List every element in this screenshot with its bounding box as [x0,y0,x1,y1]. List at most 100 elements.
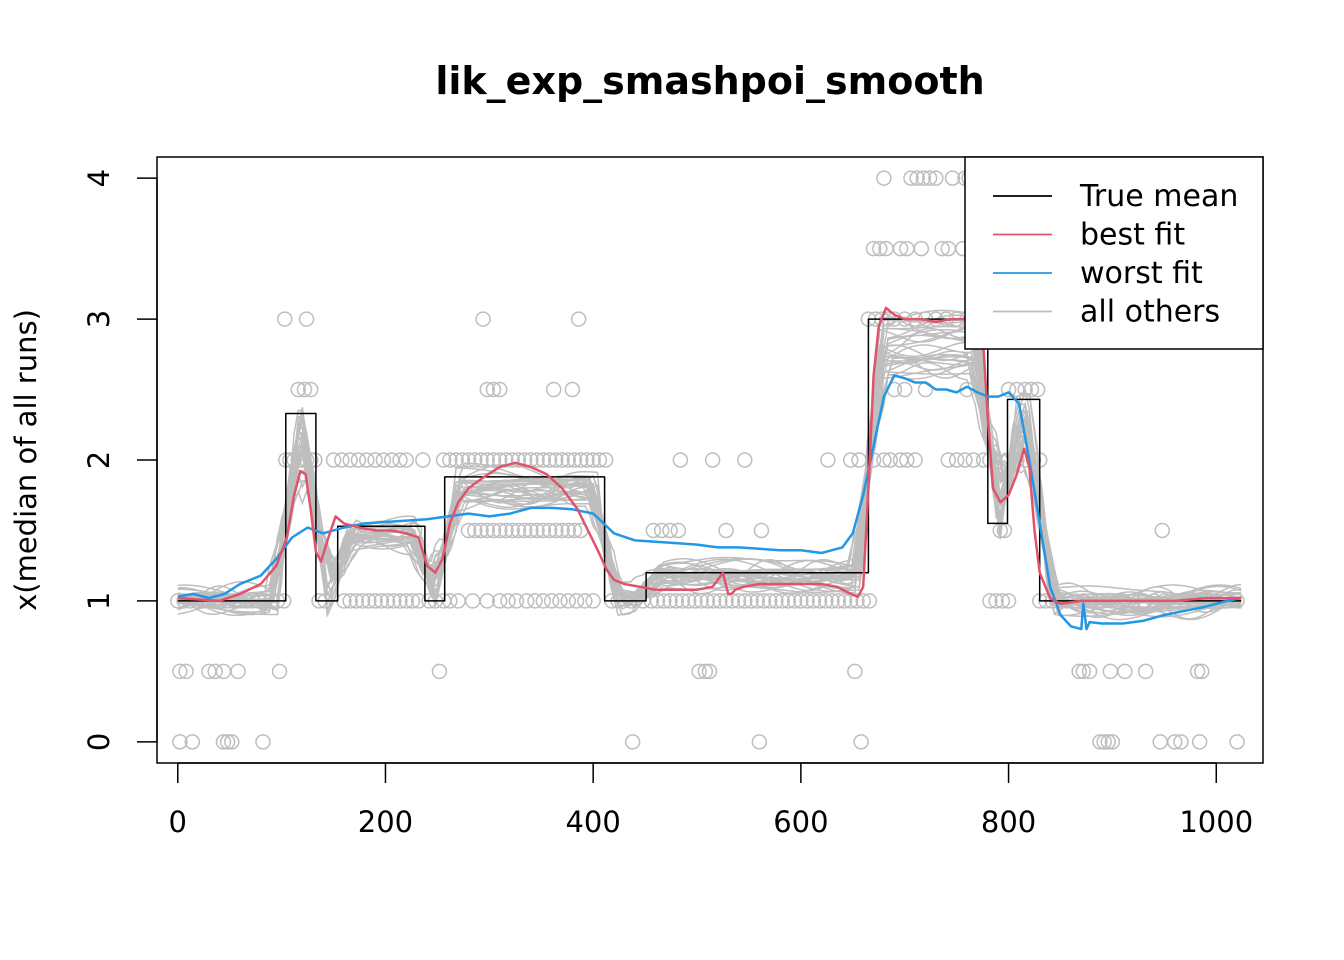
data-point [1000,593,1017,609]
data-point [1000,381,1017,398]
data-point [799,593,815,609]
data-point [1075,663,1092,680]
data-point [361,593,377,609]
y-tick-label: 3 [82,310,116,328]
data-point [1071,663,1087,680]
series-other-run [177,321,1242,618]
data-point [392,452,408,468]
data-point [662,522,678,539]
data-point [479,381,495,398]
data-point [597,452,614,468]
y-tick-label: 1 [82,592,116,610]
data-point [290,381,306,398]
data-point [737,452,753,468]
series-other-run [177,312,1242,617]
data-point [780,593,797,609]
data-point [921,170,938,186]
x-tick-label: 1000 [1179,805,1253,839]
data-point [529,522,545,539]
data-point [805,593,822,609]
data-point [554,522,570,539]
data-point [535,522,552,539]
series-line [177,306,1242,605]
data-point [373,593,390,609]
data-point [178,663,194,680]
data-point [701,663,718,680]
data-point [548,522,564,539]
data-point [554,452,570,468]
data-point [940,240,957,257]
data-point [255,734,271,750]
data-point [1102,663,1119,680]
data-point [442,452,458,468]
data-point [367,452,383,468]
data-point [367,593,383,609]
data-point [523,522,539,539]
data-point [296,381,313,398]
x-tick-label: 400 [565,805,620,839]
data-point [518,593,535,609]
legend-label: worst fit [1080,256,1203,291]
data-point [219,734,236,750]
data-point [415,452,431,468]
x-tick-label: 800 [981,805,1036,839]
data-point [899,452,915,468]
data-point [579,452,595,468]
data-point [811,593,828,609]
data-point [656,593,672,609]
x-axis: 0 200 400 600 800 1000 [169,762,1253,839]
data-point [541,522,558,539]
data-point [548,452,564,468]
data-point [1100,734,1117,750]
x-tick-label: 600 [773,805,828,839]
data-point [847,663,863,680]
data-point [398,452,414,468]
data-point [591,452,608,468]
data-point [851,452,867,468]
data-point [988,593,1004,609]
data-point [872,240,888,257]
data-point [359,452,375,468]
data-point [535,452,552,468]
data-point [473,452,489,468]
data-point [392,593,408,609]
data-point [645,522,662,539]
data-point [718,522,734,539]
data-point [743,593,759,609]
data-point [903,170,919,186]
data-point [585,593,601,609]
data-point [994,593,1011,609]
data-point [674,593,691,609]
data-point [375,452,392,468]
data-point [541,452,558,468]
y-tick-label: 0 [82,733,116,751]
legend-label: all others [1080,295,1220,330]
data-point [448,452,464,468]
data-point [325,452,342,468]
data-point [793,593,809,609]
data-point [342,452,358,468]
data-point [560,522,576,539]
data-point [892,240,909,257]
data-point [944,170,961,186]
data-point [302,381,319,398]
data-point [882,452,898,468]
data-point [464,593,481,609]
data-point [577,593,593,609]
data-point [653,522,670,539]
data-point [1189,663,1206,680]
data-point [737,593,753,609]
data-point [1152,734,1168,750]
data-point [201,663,217,680]
data-point [572,452,589,468]
data-point [830,593,847,609]
data-point [907,452,923,468]
data-point [928,170,944,186]
data-point [479,522,495,539]
data-point [500,593,516,609]
data-point [1173,734,1189,750]
data-point [712,593,728,609]
data-point [940,452,957,468]
data-point [460,452,477,468]
